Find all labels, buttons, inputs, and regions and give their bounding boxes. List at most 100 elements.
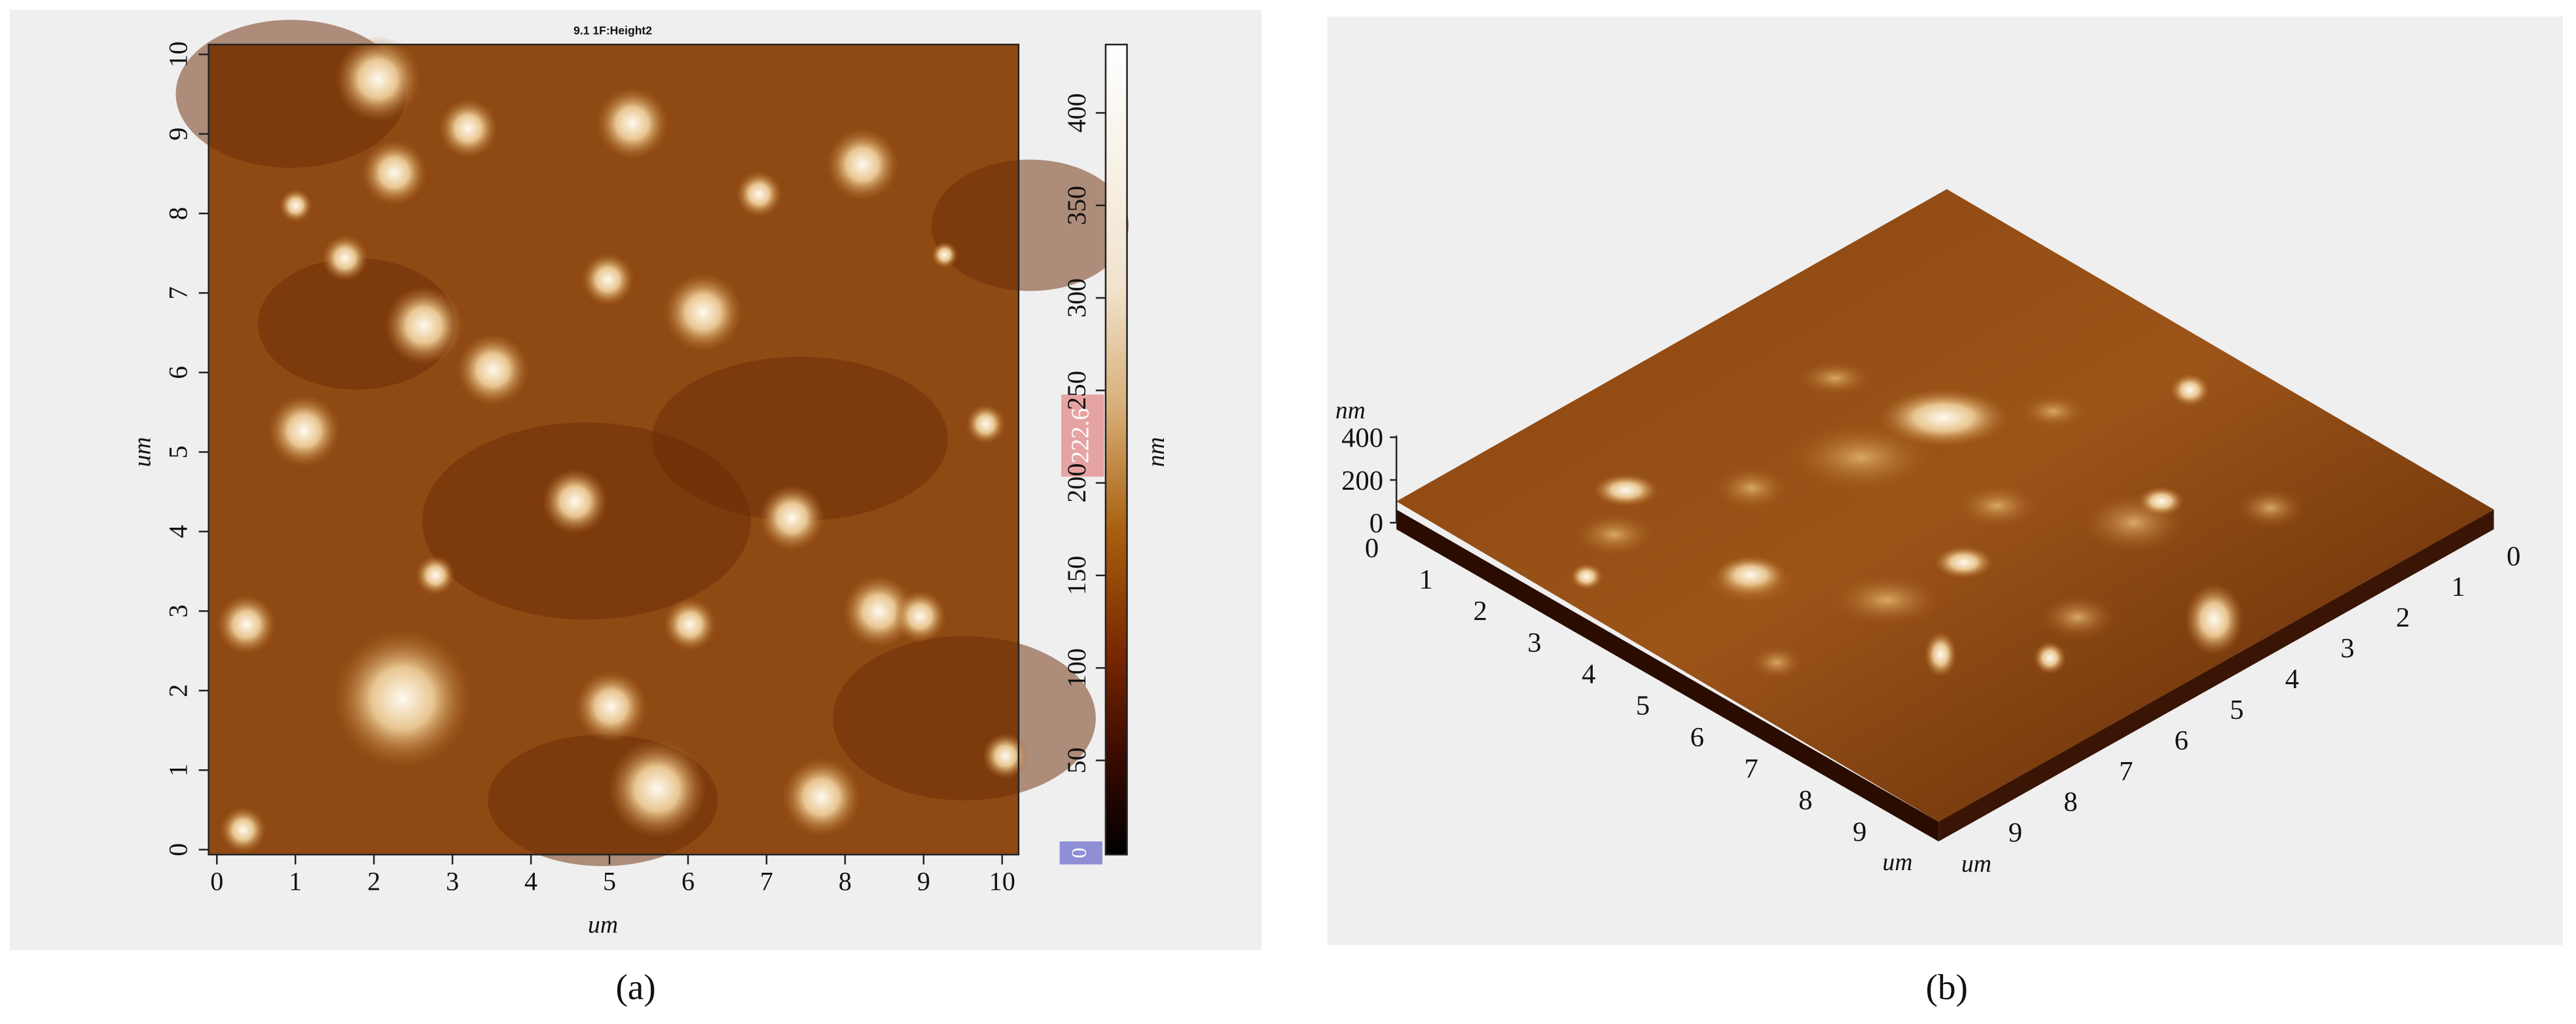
x-tick-label: 8	[839, 867, 852, 896]
z-tick-label: 200	[1341, 466, 1383, 496]
bump	[1827, 572, 1946, 628]
peak	[1934, 545, 1993, 579]
bump	[2018, 393, 2089, 430]
grain	[782, 758, 862, 837]
x-tick-label: 2	[367, 867, 380, 896]
texture	[833, 636, 1096, 801]
grain	[415, 555, 456, 595]
colorbar-tick-label: 50	[1062, 747, 1091, 773]
x-tick-label: 6	[681, 867, 695, 896]
colorbar-label: nm	[1142, 437, 1170, 467]
grain	[456, 333, 530, 407]
y-tick-label: 9	[163, 128, 192, 141]
panel-a-title: 9.1 1F:Height2	[573, 24, 652, 37]
front-axis-tick-label: 0	[1365, 533, 1379, 564]
height-map-features	[175, 20, 1129, 866]
right-axis-tick-label: 2	[2396, 602, 2410, 633]
colorbar-tick-label: 300	[1062, 278, 1091, 318]
x-tick-label: 9	[917, 867, 930, 896]
y-tick-label: 4	[163, 525, 192, 538]
y-tick-label: 2	[163, 684, 192, 697]
grain	[335, 36, 421, 122]
peak	[1878, 388, 2010, 448]
bump	[1712, 465, 1792, 511]
right-axis-tick-label: 4	[2285, 664, 2299, 695]
right-axis-label: um	[1961, 850, 1991, 877]
y-tick-label: 8	[163, 207, 192, 220]
grain	[663, 598, 717, 651]
front-axis-label: um	[1883, 849, 1913, 876]
grain	[596, 87, 669, 160]
grain	[826, 128, 899, 201]
y-tick-label: 5	[163, 445, 192, 458]
front-axis-tick-label: 3	[1527, 627, 1541, 658]
front-axis-tick-label: 9	[1853, 816, 1866, 847]
bump	[2235, 487, 2306, 529]
bump	[1571, 511, 1658, 558]
front-axis-tick-label: 5	[1636, 691, 1650, 722]
grain	[663, 272, 743, 352]
grain	[575, 670, 647, 743]
front-axis-tick-label: 7	[1745, 754, 1758, 784]
front-axis-tick-label: 4	[1582, 659, 1595, 690]
bump	[1953, 483, 2041, 529]
grain	[542, 468, 608, 534]
bump	[2038, 594, 2118, 640]
grain	[384, 285, 463, 365]
map-frame	[208, 43, 1020, 856]
marker-low-box	[1059, 841, 1102, 865]
surface-side-left	[1396, 509, 1939, 842]
front-axis-tick-label: 2	[1473, 596, 1487, 627]
caption-b: (b)	[1926, 967, 1968, 1007]
surface	[1396, 189, 2494, 822]
colorbar-tick-label: 100	[1062, 648, 1091, 687]
grain	[581, 253, 634, 306]
x-tick-label: 0	[210, 867, 223, 896]
bump	[1795, 359, 1875, 397]
grain	[220, 807, 266, 853]
right-axis-tick-label: 7	[2119, 756, 2133, 787]
grain	[268, 394, 340, 467]
surface-features	[1570, 359, 2306, 681]
grain	[321, 235, 369, 282]
texture	[652, 356, 949, 521]
colorbar-tick-label: 400	[1062, 93, 1091, 132]
y-tick-label: 1	[163, 763, 192, 777]
peak	[1714, 555, 1787, 595]
front-axis-tick-label: 6	[1690, 722, 1704, 753]
right-axis-tick-label: 3	[2340, 633, 2354, 664]
grain	[966, 404, 1006, 444]
grain	[333, 629, 472, 768]
grain	[843, 575, 915, 648]
peak	[2033, 641, 2067, 674]
x-tick-label: 3	[446, 867, 459, 896]
peak	[1924, 631, 1957, 678]
grain	[439, 98, 498, 158]
grain	[608, 739, 707, 839]
front-axis-tick-label: 1	[1419, 564, 1433, 595]
x-tick-label: 5	[603, 867, 616, 896]
peak	[2170, 373, 2210, 407]
x-tick-label: 1	[289, 867, 302, 896]
grain	[361, 139, 427, 206]
colorbar-tick-label: 350	[1062, 186, 1091, 225]
colorbar	[1104, 43, 1128, 856]
marker-high: 222.6	[1066, 408, 1094, 464]
y-tick-label: 7	[163, 286, 192, 299]
right-axis-tick-label: 8	[2063, 787, 2077, 818]
right-axis-tick-label: 6	[2175, 725, 2188, 756]
grain	[982, 733, 1028, 779]
x-tick-label: 4	[524, 867, 537, 896]
grain	[894, 590, 947, 643]
z-axis-label: nm	[1335, 397, 1366, 424]
peak	[2185, 583, 2244, 656]
front-axis-tick-label: 8	[1798, 785, 1812, 816]
y-tick-label: 10	[163, 41, 192, 67]
surface-side-right	[1938, 509, 2494, 842]
grain	[736, 171, 782, 217]
bump	[1749, 644, 1805, 681]
marker-high-box	[1061, 394, 1104, 477]
right-axis-tick-label: 0	[2507, 541, 2520, 572]
y-tick-label: 0	[163, 843, 192, 856]
